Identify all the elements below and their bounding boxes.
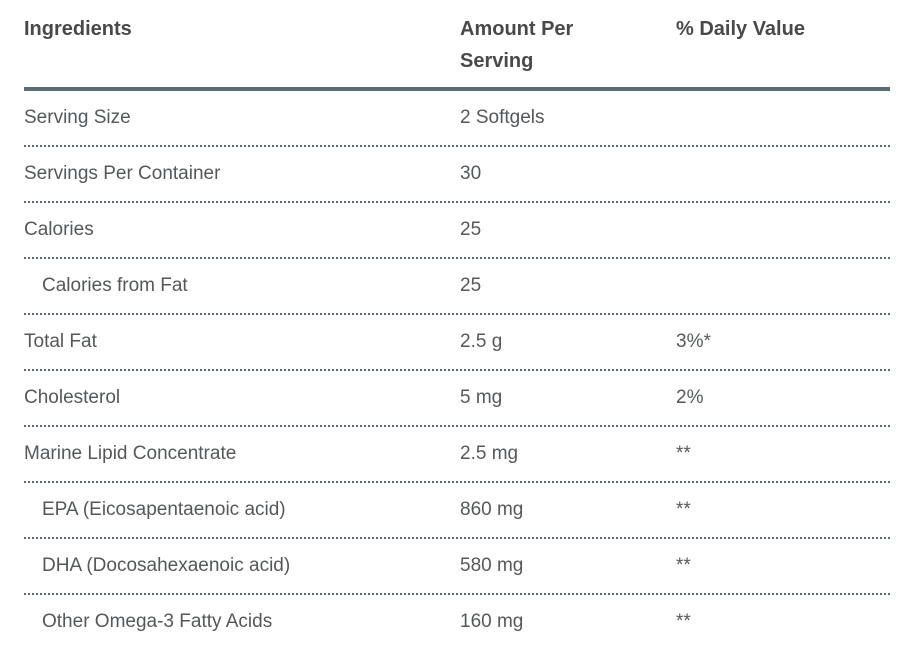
column-header-amount-per-serving: Amount Per Serving bbox=[460, 18, 574, 72]
amount-value: 25 bbox=[460, 275, 482, 296]
amount-value: 160 mg bbox=[460, 611, 524, 632]
column-header-daily-value: % Daily Value bbox=[676, 18, 805, 40]
amount-value: 25 bbox=[460, 219, 482, 240]
daily-value: 3%* bbox=[676, 331, 711, 352]
daily-value: 2% bbox=[676, 387, 704, 408]
amount-value: 860 mg bbox=[460, 499, 524, 520]
table-header-row: Ingredients Amount Per Serving % Daily V… bbox=[24, 0, 890, 91]
daily-value: ** bbox=[676, 555, 691, 576]
amount-value: 2.5 mg bbox=[460, 443, 519, 464]
ingredient-name: Marine Lipid Concentrate bbox=[24, 443, 237, 464]
ingredient-name: Servings Per Container bbox=[24, 163, 221, 184]
ingredient-name: Cholesterol bbox=[24, 387, 121, 408]
table-row: Total Fat 2.5 g 3%* bbox=[24, 315, 890, 371]
ingredient-name: Calories from Fat bbox=[42, 275, 188, 296]
ingredient-name: Total Fat bbox=[24, 331, 97, 352]
table-row: Calories 25 bbox=[24, 203, 890, 259]
ingredient-name: Calories bbox=[24, 219, 94, 240]
ingredient-name: DHA (Docosahexaenoic acid) bbox=[42, 555, 291, 576]
amount-value: 2 Softgels bbox=[460, 107, 545, 128]
daily-value: ** bbox=[676, 611, 691, 632]
amount-value: 30 bbox=[460, 163, 482, 184]
column-header-ingredients: Ingredients bbox=[24, 18, 132, 40]
table-row: Serving Size 2 Softgels bbox=[24, 91, 890, 147]
daily-value: ** bbox=[676, 443, 691, 464]
amount-value: 5 mg bbox=[460, 387, 503, 408]
ingredient-name: Serving Size bbox=[24, 107, 131, 128]
amount-value: 580 mg bbox=[460, 555, 524, 576]
table-row: Marine Lipid Concentrate 2.5 mg ** bbox=[24, 427, 890, 483]
table-row: EPA (Eicosapentaenoic acid) 860 mg ** bbox=[24, 483, 890, 539]
table-row: Other Omega-3 Fatty Acids 160 mg ** bbox=[24, 595, 890, 649]
table-row: Cholesterol 5 mg 2% bbox=[24, 371, 890, 427]
table-row: Servings Per Container 30 bbox=[24, 147, 890, 203]
amount-value: 2.5 g bbox=[460, 331, 503, 352]
daily-value: ** bbox=[676, 499, 691, 520]
ingredient-name: Other Omega-3 Fatty Acids bbox=[42, 611, 273, 632]
table-row: Calories from Fat 25 bbox=[24, 259, 890, 315]
ingredient-name: EPA (Eicosapentaenoic acid) bbox=[42, 499, 286, 520]
table-row: DHA (Docosahexaenoic acid) 580 mg ** bbox=[24, 539, 890, 595]
